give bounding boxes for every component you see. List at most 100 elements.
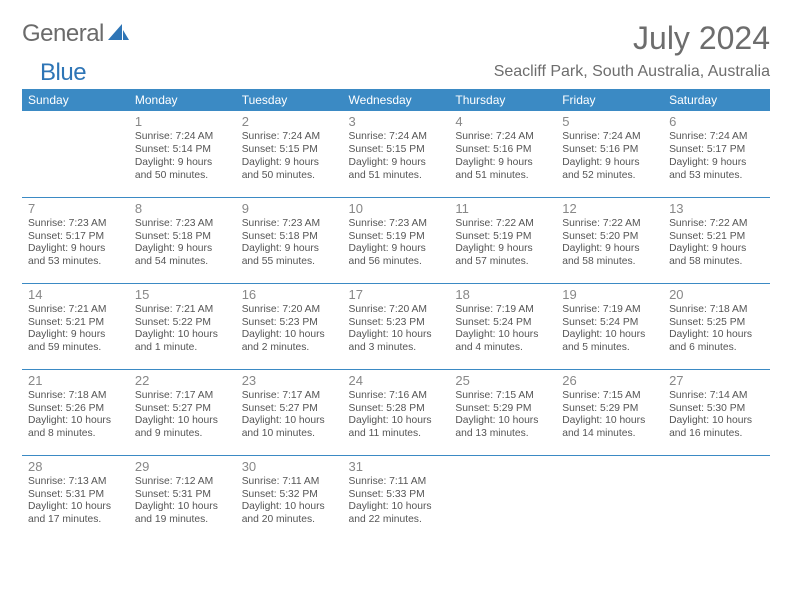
day-info-line: Daylight: 10 hours <box>349 501 444 514</box>
day-info-line: and 6 minutes. <box>669 342 764 355</box>
day-info-line: Sunset: 5:21 PM <box>28 317 123 330</box>
day-info-line: and 1 minute. <box>135 342 230 355</box>
day-info-line: Sunrise: 7:20 AM <box>242 304 337 317</box>
day-info-line: and 19 minutes. <box>135 514 230 527</box>
day-info-line: Sunset: 5:28 PM <box>349 403 444 416</box>
day-info-line: and 8 minutes. <box>28 428 123 441</box>
day-info-line: Sunset: 5:19 PM <box>349 231 444 244</box>
calendar-week-row: 14Sunrise: 7:21 AMSunset: 5:21 PMDayligh… <box>22 283 770 369</box>
header: General July 2024 Seacliff Park, South A… <box>22 20 770 81</box>
day-info-line: Sunset: 5:17 PM <box>669 144 764 157</box>
day-info-line: and 11 minutes. <box>349 428 444 441</box>
day-info-line: Sunset: 5:15 PM <box>242 144 337 157</box>
day-info-line: Sunrise: 7:22 AM <box>455 218 550 231</box>
day-info-line: and 51 minutes. <box>349 170 444 183</box>
day-of-week-header: Saturday <box>663 89 770 111</box>
day-info-line: Daylight: 10 hours <box>28 415 123 428</box>
day-info-line: Sunrise: 7:24 AM <box>349 131 444 144</box>
day-info-line: Sunset: 5:27 PM <box>242 403 337 416</box>
day-info-line: Sunrise: 7:17 AM <box>242 390 337 403</box>
calendar-day-cell <box>663 455 770 541</box>
day-info-line: and 14 minutes. <box>562 428 657 441</box>
day-info-line: Sunrise: 7:23 AM <box>349 218 444 231</box>
day-info-line: Sunset: 5:24 PM <box>562 317 657 330</box>
day-info-line: Sunset: 5:20 PM <box>562 231 657 244</box>
day-info-line: Sunrise: 7:24 AM <box>669 131 764 144</box>
day-info-line: Daylight: 10 hours <box>349 329 444 342</box>
day-info-line: Sunrise: 7:24 AM <box>242 131 337 144</box>
day-info-line: and 16 minutes. <box>669 428 764 441</box>
day-info-line: Daylight: 10 hours <box>669 329 764 342</box>
day-info-line: and 2 minutes. <box>242 342 337 355</box>
day-info-line: and 22 minutes. <box>349 514 444 527</box>
day-info-line: Daylight: 10 hours <box>135 329 230 342</box>
calendar-day-cell: 31Sunrise: 7:11 AMSunset: 5:33 PMDayligh… <box>343 455 450 541</box>
calendar-day-cell <box>22 111 129 197</box>
day-info-line: and 55 minutes. <box>242 256 337 269</box>
day-info-line: Sunset: 5:31 PM <box>28 489 123 502</box>
calendar-day-cell: 11Sunrise: 7:22 AMSunset: 5:19 PMDayligh… <box>449 197 556 283</box>
day-info-line: and 50 minutes. <box>242 170 337 183</box>
calendar-day-cell: 10Sunrise: 7:23 AMSunset: 5:19 PMDayligh… <box>343 197 450 283</box>
day-info-line: Sunrise: 7:24 AM <box>562 131 657 144</box>
day-info-line: Daylight: 10 hours <box>562 329 657 342</box>
calendar-day-cell: 27Sunrise: 7:14 AMSunset: 5:30 PMDayligh… <box>663 369 770 455</box>
day-number: 8 <box>135 201 230 217</box>
calendar-day-cell: 1Sunrise: 7:24 AMSunset: 5:14 PMDaylight… <box>129 111 236 197</box>
day-info-line: and 3 minutes. <box>349 342 444 355</box>
day-info-line: Daylight: 9 hours <box>669 157 764 170</box>
day-info-line: Sunrise: 7:15 AM <box>455 390 550 403</box>
day-info-line: Sunrise: 7:24 AM <box>135 131 230 144</box>
day-info-line: and 56 minutes. <box>349 256 444 269</box>
day-info-line: Sunrise: 7:11 AM <box>242 476 337 489</box>
logo: General <box>22 20 132 48</box>
calendar-day-cell: 2Sunrise: 7:24 AMSunset: 5:15 PMDaylight… <box>236 111 343 197</box>
calendar-day-cell: 16Sunrise: 7:20 AMSunset: 5:23 PMDayligh… <box>236 283 343 369</box>
day-info-line: Sunset: 5:21 PM <box>669 231 764 244</box>
day-number: 9 <box>242 201 337 217</box>
day-info-line: Sunset: 5:23 PM <box>349 317 444 330</box>
day-info-line: and 10 minutes. <box>242 428 337 441</box>
day-info-line: Daylight: 10 hours <box>455 329 550 342</box>
day-info-line: Daylight: 9 hours <box>28 243 123 256</box>
day-info-line: Sunrise: 7:18 AM <box>669 304 764 317</box>
calendar-day-cell: 13Sunrise: 7:22 AMSunset: 5:21 PMDayligh… <box>663 197 770 283</box>
day-number: 6 <box>669 114 764 130</box>
day-info-line: Sunrise: 7:22 AM <box>669 218 764 231</box>
day-of-week-header: Monday <box>129 89 236 111</box>
calendar-day-cell: 12Sunrise: 7:22 AMSunset: 5:20 PMDayligh… <box>556 197 663 283</box>
day-of-week-header: Thursday <box>449 89 556 111</box>
day-info-line: Sunset: 5:23 PM <box>242 317 337 330</box>
location: Seacliff Park, South Australia, Australi… <box>494 63 770 81</box>
title-block: July 2024 Seacliff Park, South Australia… <box>494 20 770 81</box>
day-info-line: Daylight: 9 hours <box>349 157 444 170</box>
day-number: 4 <box>455 114 550 130</box>
day-number: 24 <box>349 373 444 389</box>
day-info-line: Sunrise: 7:11 AM <box>349 476 444 489</box>
day-info-line: and 51 minutes. <box>455 170 550 183</box>
day-info-line: Sunset: 5:27 PM <box>135 403 230 416</box>
calendar-day-cell: 28Sunrise: 7:13 AMSunset: 5:31 PMDayligh… <box>22 455 129 541</box>
calendar-day-cell: 18Sunrise: 7:19 AMSunset: 5:24 PMDayligh… <box>449 283 556 369</box>
calendar-day-cell: 25Sunrise: 7:15 AMSunset: 5:29 PMDayligh… <box>449 369 556 455</box>
calendar-week-row: 21Sunrise: 7:18 AMSunset: 5:26 PMDayligh… <box>22 369 770 455</box>
day-info-line: Sunset: 5:14 PM <box>135 144 230 157</box>
day-info-line: Daylight: 10 hours <box>562 415 657 428</box>
calendar-day-cell: 5Sunrise: 7:24 AMSunset: 5:16 PMDaylight… <box>556 111 663 197</box>
day-number: 22 <box>135 373 230 389</box>
day-info-line: and 57 minutes. <box>455 256 550 269</box>
day-of-week-header: Sunday <box>22 89 129 111</box>
calendar-day-cell: 29Sunrise: 7:12 AMSunset: 5:31 PMDayligh… <box>129 455 236 541</box>
day-info-line: Sunset: 5:25 PM <box>669 317 764 330</box>
day-info-line: Daylight: 9 hours <box>349 243 444 256</box>
day-info-line: Daylight: 9 hours <box>562 243 657 256</box>
day-number: 19 <box>562 287 657 303</box>
calendar-body: 1Sunrise: 7:24 AMSunset: 5:14 PMDaylight… <box>22 111 770 541</box>
day-info-line: Sunrise: 7:22 AM <box>562 218 657 231</box>
day-number: 27 <box>669 373 764 389</box>
day-info-line: Daylight: 10 hours <box>242 329 337 342</box>
day-info-line: Sunset: 5:19 PM <box>455 231 550 244</box>
month-title: July 2024 <box>494 20 770 57</box>
day-number: 12 <box>562 201 657 217</box>
day-info-line: Daylight: 9 hours <box>135 243 230 256</box>
